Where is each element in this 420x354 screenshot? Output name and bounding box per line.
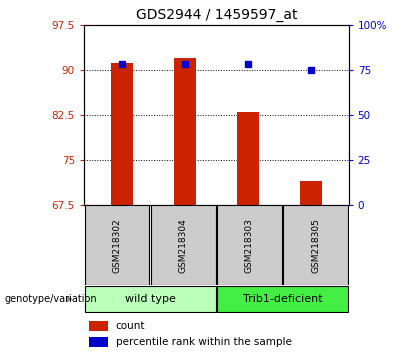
Text: percentile rank within the sample: percentile rank within the sample — [116, 337, 291, 347]
Bar — [85, 286, 215, 312]
Bar — [89, 337, 108, 347]
Title: GDS2944 / 1459597_at: GDS2944 / 1459597_at — [136, 8, 297, 22]
Text: count: count — [116, 321, 145, 331]
Text: GSM218303: GSM218303 — [245, 218, 254, 273]
Bar — [151, 205, 215, 285]
Text: GSM218302: GSM218302 — [113, 218, 121, 273]
Bar — [300, 181, 322, 205]
Text: genotype/variation: genotype/variation — [4, 294, 97, 304]
Bar — [85, 205, 150, 285]
Text: GSM218305: GSM218305 — [311, 218, 320, 273]
Bar — [89, 321, 108, 331]
Bar — [174, 58, 196, 205]
Text: wild type: wild type — [125, 293, 176, 304]
Bar — [237, 112, 259, 205]
Text: GSM218304: GSM218304 — [179, 218, 188, 273]
Bar — [111, 63, 133, 205]
Bar — [283, 205, 348, 285]
Text: Trib1-deficient: Trib1-deficient — [243, 293, 322, 304]
Bar — [217, 286, 348, 312]
Bar — [217, 205, 282, 285]
